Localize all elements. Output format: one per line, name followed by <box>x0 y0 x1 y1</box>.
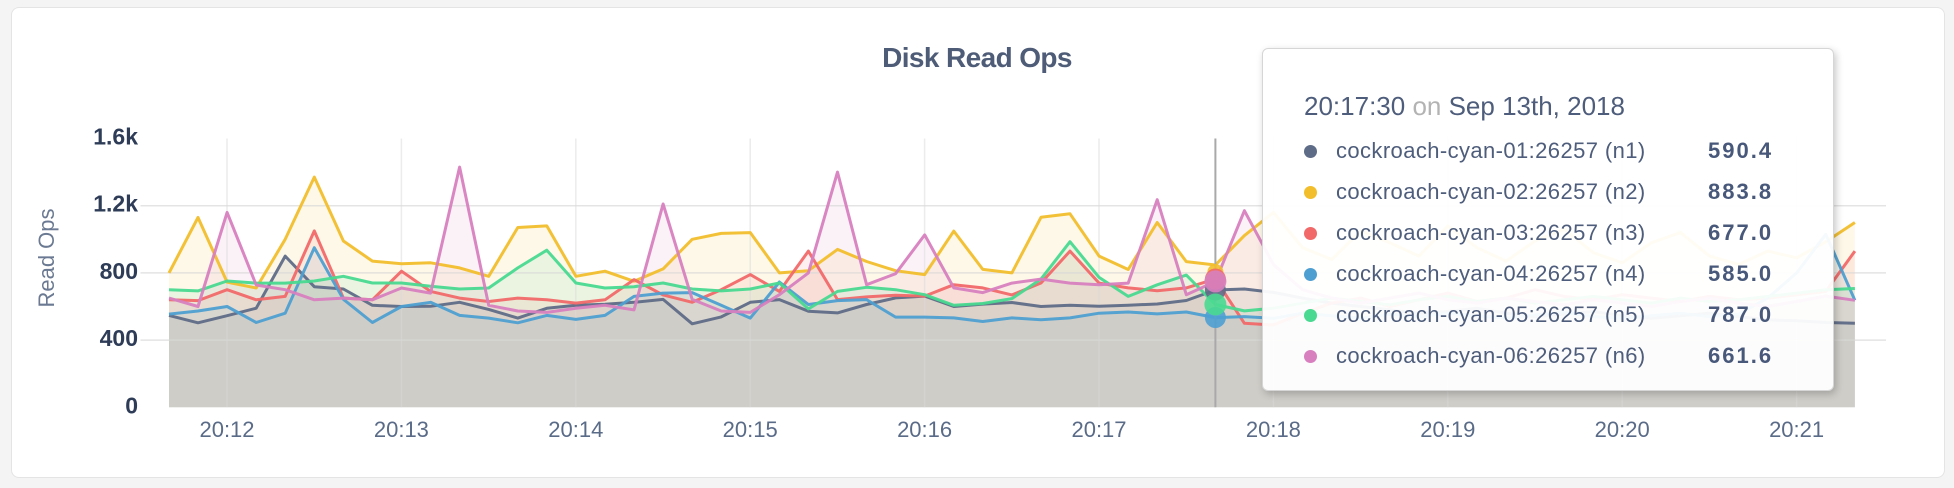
svg-text:20:21: 20:21 <box>1769 417 1824 442</box>
svg-text:800: 800 <box>100 258 138 284</box>
svg-text:1.2k: 1.2k <box>93 191 138 217</box>
svg-text:400: 400 <box>100 325 138 351</box>
svg-text:20:19: 20:19 <box>1420 417 1475 442</box>
svg-text:Read Ops: Read Ops <box>34 208 59 307</box>
svg-text:20:16: 20:16 <box>897 417 952 442</box>
svg-text:20:13: 20:13 <box>374 417 429 442</box>
svg-text:20:14: 20:14 <box>548 417 603 442</box>
svg-text:20:18: 20:18 <box>1246 417 1301 442</box>
svg-text:0: 0 <box>125 392 138 418</box>
svg-text:20:20: 20:20 <box>1595 417 1650 442</box>
svg-text:20:17: 20:17 <box>1071 417 1126 442</box>
svg-text:1.6k: 1.6k <box>93 124 138 150</box>
svg-text:20:12: 20:12 <box>199 417 254 442</box>
svg-text:20:15: 20:15 <box>723 417 778 442</box>
